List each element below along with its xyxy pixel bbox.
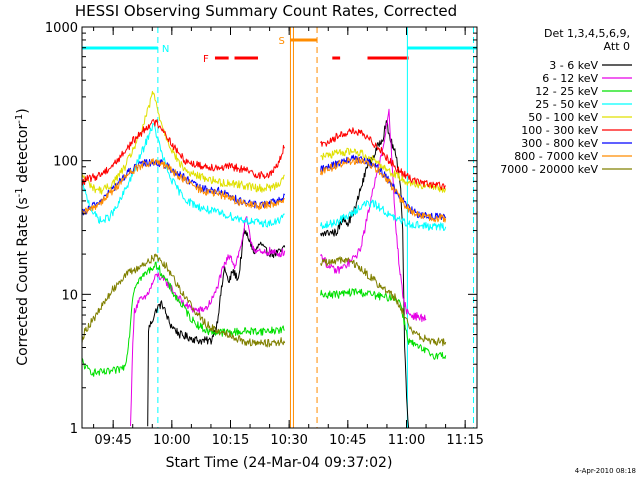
legend-entry-label: 800 - 7000 keV [514, 150, 598, 163]
series-lines [81, 90, 447, 429]
y-tick-label: 10 [61, 288, 78, 303]
series-line [81, 253, 447, 348]
series-line [81, 119, 446, 191]
x-tick-label: 11:00 [388, 433, 425, 448]
x-tick-label: 10:45 [329, 433, 366, 448]
series-line [81, 157, 447, 223]
observing-flags: N F S [82, 27, 477, 428]
x-tick-label: 11:15 [446, 433, 483, 448]
y-axis-label: Corrected Count Rate (s-1 detector-1) [14, 108, 31, 365]
legend-entry-label: 25 - 50 keV [535, 98, 598, 111]
legend-entry-label: 100 - 300 keV [521, 124, 598, 137]
x-axis-label: Start Time (24-Mar-04 09:37:02) [166, 455, 393, 471]
x-tick-label: 10:00 [153, 433, 190, 448]
x-tick-label: 10:15 [212, 433, 249, 448]
y-tick-label: 1000 [45, 21, 78, 36]
plot-frame [81, 26, 478, 429]
series-line [130, 108, 427, 427]
series-line [81, 261, 447, 377]
axes: 1 10 100 1000 09:45 10:00 10:15 10:30 10:45 11:00… [45, 21, 484, 448]
eclipse-flag-label: N [162, 44, 169, 55]
y-tick-label: 1 [70, 422, 78, 437]
legend-entry-label: 3 - 6 keV [549, 59, 598, 72]
legend-header-detectors: Det 1,3,4,5,6,9, [544, 27, 630, 40]
footer-date: 4-Apr-2010 08:18 [575, 467, 636, 475]
series-line [81, 122, 447, 231]
legend-entry-label: 50 - 100 keV [528, 111, 598, 124]
legend-header-attenuator: Att 0 [604, 40, 630, 53]
x-tick-label: 09:45 [94, 433, 131, 448]
legend-entry-label: 300 - 800 keV [521, 137, 598, 150]
flare-flag-label: F [203, 54, 209, 65]
legend-entry-label: 12 - 25 keV [535, 85, 598, 98]
x-tick-label: 10:30 [270, 433, 307, 448]
series-line [147, 120, 410, 429]
saa-flag-label: S [278, 36, 284, 47]
y-tick-label: 100 [53, 155, 78, 170]
legend-entry-label: 7000 - 20000 keV [500, 163, 598, 176]
legend-entry-label: 6 - 12 keV [542, 72, 598, 85]
series-line [81, 90, 447, 195]
chart-title: HESSI Observing Summary Count Rates, Cor… [75, 2, 457, 20]
